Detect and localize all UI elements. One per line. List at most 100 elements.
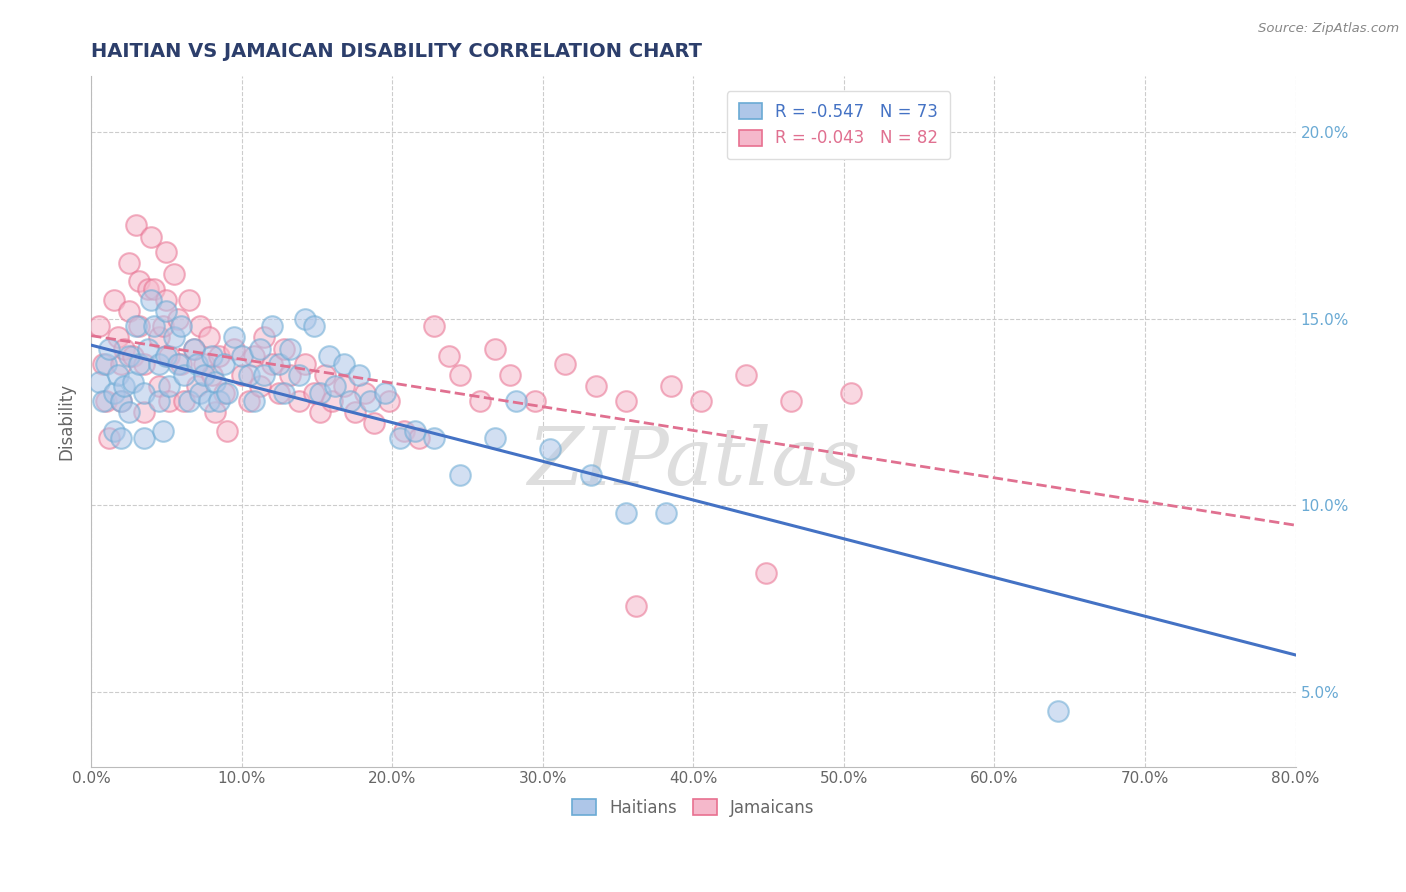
Point bbox=[484, 431, 506, 445]
Point bbox=[318, 349, 340, 363]
Point bbox=[614, 393, 637, 408]
Point bbox=[449, 468, 471, 483]
Point bbox=[359, 393, 381, 408]
Point bbox=[363, 416, 385, 430]
Point bbox=[110, 393, 132, 408]
Point bbox=[690, 393, 713, 408]
Point bbox=[238, 393, 260, 408]
Point bbox=[273, 386, 295, 401]
Point bbox=[163, 330, 186, 344]
Point bbox=[224, 330, 246, 344]
Point bbox=[302, 386, 325, 401]
Point bbox=[197, 393, 219, 408]
Point bbox=[260, 357, 283, 371]
Point bbox=[242, 393, 264, 408]
Point bbox=[141, 229, 163, 244]
Point bbox=[333, 357, 356, 371]
Point bbox=[87, 319, 110, 334]
Point bbox=[103, 293, 125, 307]
Point bbox=[347, 368, 370, 382]
Point bbox=[112, 379, 135, 393]
Point bbox=[125, 319, 148, 334]
Point bbox=[128, 275, 150, 289]
Point bbox=[309, 405, 332, 419]
Point bbox=[321, 393, 343, 408]
Point bbox=[98, 431, 121, 445]
Point bbox=[378, 393, 401, 408]
Point bbox=[249, 379, 271, 393]
Point bbox=[170, 319, 193, 334]
Point bbox=[112, 342, 135, 356]
Point bbox=[260, 319, 283, 334]
Point bbox=[118, 304, 141, 318]
Point bbox=[404, 424, 426, 438]
Point bbox=[524, 393, 547, 408]
Point bbox=[294, 357, 316, 371]
Point bbox=[152, 319, 174, 334]
Point bbox=[204, 375, 226, 389]
Point bbox=[122, 375, 145, 389]
Point bbox=[98, 342, 121, 356]
Point bbox=[188, 319, 211, 334]
Legend: Haitians, Jamaicans: Haitians, Jamaicans bbox=[565, 792, 821, 824]
Point bbox=[128, 357, 150, 371]
Point bbox=[193, 368, 215, 382]
Point bbox=[155, 304, 177, 318]
Point bbox=[173, 368, 195, 382]
Point bbox=[538, 442, 561, 457]
Point bbox=[288, 393, 311, 408]
Point bbox=[118, 256, 141, 270]
Point bbox=[499, 368, 522, 382]
Point bbox=[614, 506, 637, 520]
Text: Source: ZipAtlas.com: Source: ZipAtlas.com bbox=[1258, 22, 1399, 36]
Point bbox=[197, 330, 219, 344]
Point bbox=[186, 379, 208, 393]
Point bbox=[224, 342, 246, 356]
Point bbox=[423, 431, 446, 445]
Point bbox=[231, 368, 253, 382]
Point bbox=[343, 405, 366, 419]
Point bbox=[273, 342, 295, 356]
Point bbox=[449, 368, 471, 382]
Point bbox=[148, 330, 170, 344]
Point bbox=[374, 386, 396, 401]
Point bbox=[155, 244, 177, 259]
Point bbox=[138, 342, 160, 356]
Point bbox=[505, 393, 527, 408]
Point bbox=[388, 431, 411, 445]
Point bbox=[125, 219, 148, 233]
Point bbox=[212, 357, 235, 371]
Point bbox=[780, 393, 803, 408]
Point bbox=[294, 311, 316, 326]
Point bbox=[193, 357, 215, 371]
Point bbox=[143, 319, 166, 334]
Point bbox=[200, 349, 222, 363]
Point bbox=[253, 330, 276, 344]
Point bbox=[167, 357, 190, 371]
Point bbox=[128, 319, 150, 334]
Point bbox=[148, 357, 170, 371]
Point bbox=[107, 330, 129, 344]
Point bbox=[333, 379, 356, 393]
Y-axis label: Disability: Disability bbox=[58, 383, 75, 460]
Point bbox=[624, 599, 647, 613]
Point bbox=[215, 424, 238, 438]
Point bbox=[152, 424, 174, 438]
Point bbox=[132, 405, 155, 419]
Point bbox=[208, 393, 231, 408]
Point bbox=[354, 386, 377, 401]
Point bbox=[177, 293, 200, 307]
Point bbox=[155, 293, 177, 307]
Point bbox=[173, 393, 195, 408]
Point bbox=[110, 431, 132, 445]
Point bbox=[167, 311, 190, 326]
Point bbox=[118, 349, 141, 363]
Point bbox=[110, 357, 132, 371]
Point bbox=[439, 349, 461, 363]
Point bbox=[103, 424, 125, 438]
Point bbox=[288, 368, 311, 382]
Point bbox=[238, 368, 260, 382]
Point bbox=[278, 368, 301, 382]
Point bbox=[484, 342, 506, 356]
Point bbox=[253, 368, 276, 382]
